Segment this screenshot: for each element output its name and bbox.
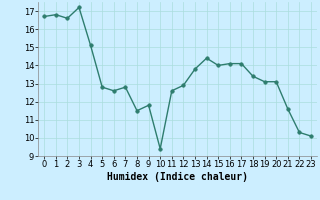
X-axis label: Humidex (Indice chaleur): Humidex (Indice chaleur) — [107, 172, 248, 182]
